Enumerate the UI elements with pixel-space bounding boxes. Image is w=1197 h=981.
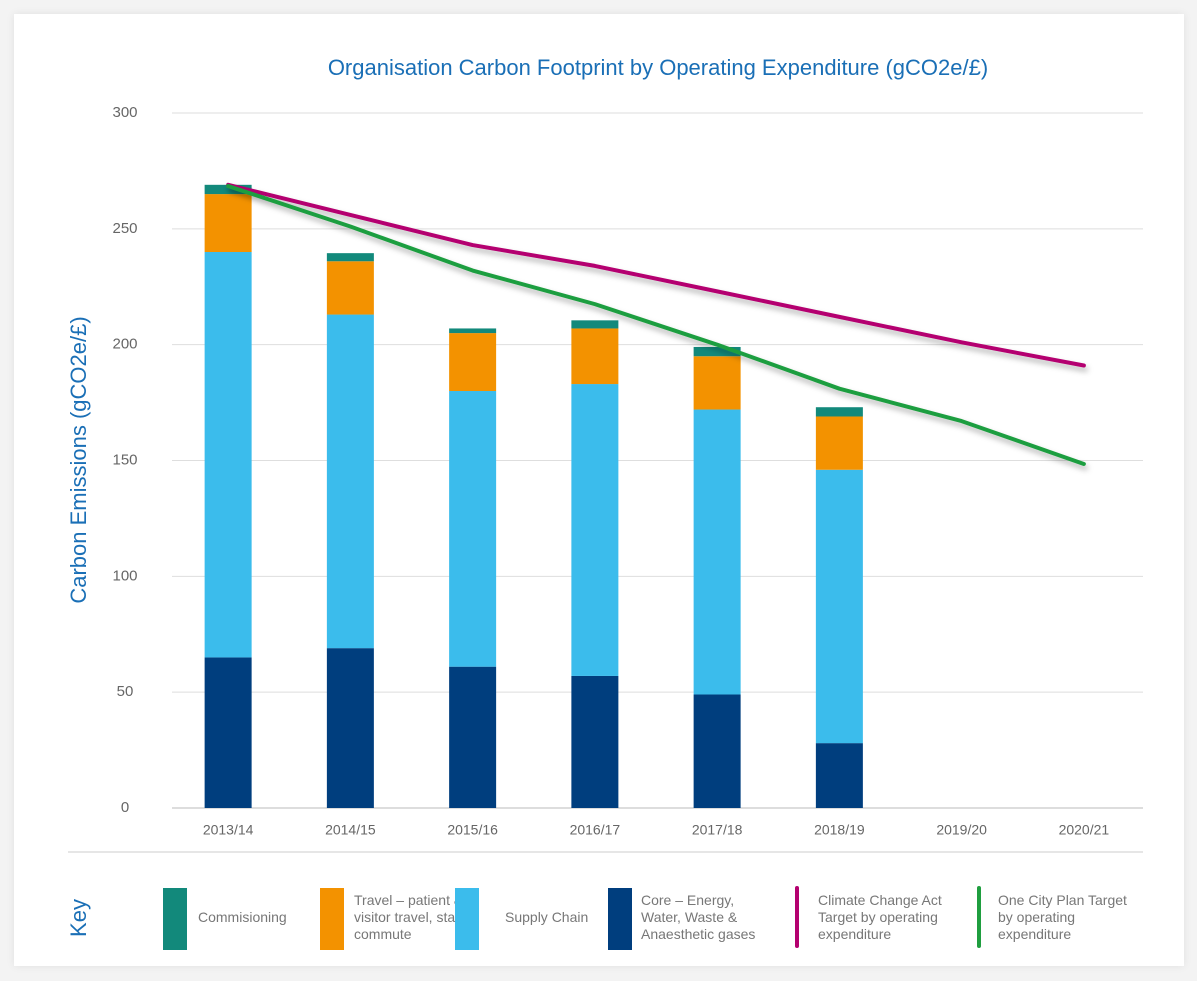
legend-label: Core – Energy, Water, Waste & Anaestheti… [641, 891, 756, 942]
legend-label: One City Plan Target by operating expend… [998, 891, 1127, 942]
legend-label: Supply Chain [505, 908, 589, 925]
legend-entry: One City Plan Target by operating expend… [998, 886, 1138, 948]
bar-segment [815, 743, 863, 808]
bar-segment [326, 648, 374, 808]
x-tick-label: 2014/15 [325, 822, 376, 838]
bar-segment [326, 261, 374, 315]
y-tick-label: 250 [112, 220, 137, 237]
bar-segment [815, 416, 863, 470]
y-tick-label: 0 [121, 799, 129, 816]
bar-segment [326, 253, 374, 262]
y-tick-label: 300 [112, 104, 137, 121]
legend-entry: Travel – patient & visitor travel, staff… [354, 886, 466, 948]
x-tick-label: 2017/18 [692, 822, 743, 838]
bar-segment [204, 194, 252, 252]
y-axis-label: Carbon Emissions (gCO2e/£) [66, 316, 91, 603]
legend-swatch [320, 888, 344, 950]
target-line [226, 183, 1086, 466]
target-line [226, 182, 1086, 368]
x-tick-label: 2013/14 [203, 822, 254, 838]
legend-entry: Climate Change Act Target by operating e… [818, 886, 958, 948]
y-tick-label: 200 [112, 336, 137, 353]
legend-swatch [608, 888, 632, 950]
legend-label: Climate Change Act Target by operating e… [818, 891, 942, 942]
x-tick-label: 2018/19 [814, 822, 865, 838]
legend-label: Commisioning [198, 908, 287, 925]
bar-segment [571, 384, 619, 676]
x-tick-label: 2019/20 [936, 822, 987, 838]
legend-swatch [455, 888, 479, 950]
bar-segment [204, 657, 252, 808]
bar-segment [449, 328, 497, 334]
bar-segment [571, 675, 619, 808]
legend-swatch [977, 886, 981, 948]
bar-segment [204, 252, 252, 658]
bar-segment [449, 666, 497, 808]
bar-segment [693, 356, 741, 410]
bar-segment [693, 409, 741, 695]
bar-segment [449, 333, 497, 391]
y-tick-label: 50 [117, 683, 134, 700]
chart-title: Organisation Carbon Footprint by Operati… [328, 55, 988, 80]
legend-label: Travel – patient & visitor travel, staff… [354, 891, 464, 942]
bar-segment [449, 391, 497, 667]
x-tick-label: 2015/16 [447, 822, 498, 838]
bar-segment [204, 184, 252, 195]
x-tick-label: 2020/21 [1059, 822, 1110, 838]
bar-segment [815, 407, 863, 417]
legend-entry: Core – Energy, Water, Waste & Anaestheti… [641, 886, 761, 948]
bar-segment [693, 694, 741, 808]
bar-segment [571, 328, 619, 385]
bar-segment [571, 320, 619, 329]
legend-entry: Commisioning [198, 886, 308, 948]
legend-swatch [795, 886, 799, 948]
bar-segment [326, 314, 374, 649]
y-tick-label: 100 [112, 567, 137, 584]
bar-segment [815, 469, 863, 744]
legend-title: Key [66, 899, 91, 937]
legend-swatch [163, 888, 187, 950]
x-tick-label: 2016/17 [570, 822, 621, 838]
y-tick-label: 150 [112, 451, 137, 468]
legend-entry: Supply Chain [505, 886, 605, 948]
bar-segment [693, 346, 741, 357]
